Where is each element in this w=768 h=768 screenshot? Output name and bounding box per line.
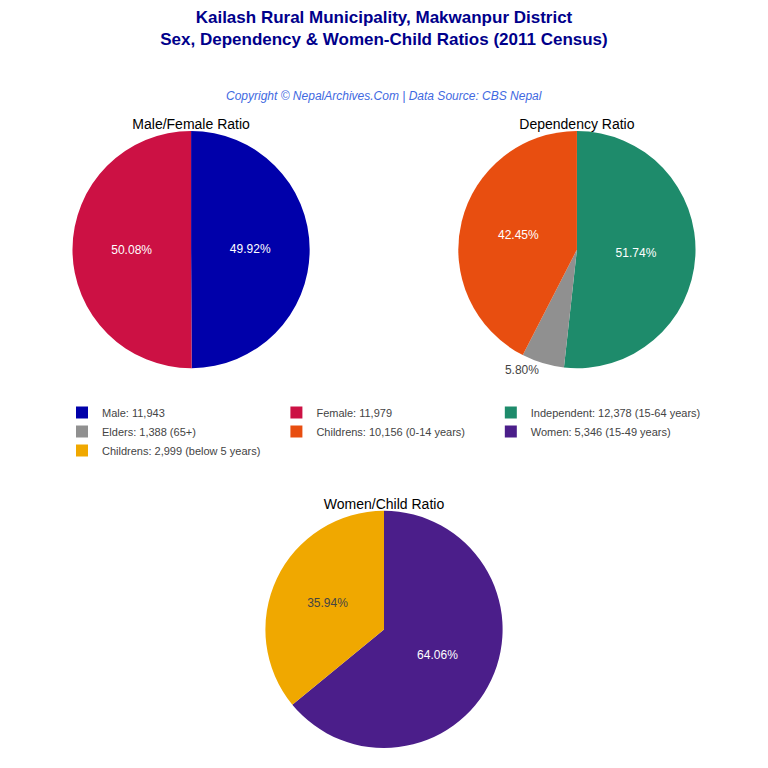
svg-text:Independent: 12,378 (15-64 yea: Independent: 12,378 (15-64 years) [531,407,700,419]
svg-text:51.74%: 51.74% [616,246,657,260]
svg-text:Elders: 1,388 (65+): Elders: 1,388 (65+) [102,426,196,438]
svg-text:Kailash Rural Municipality, Ma: Kailash Rural Municipality, Makwanpur Di… [160,8,607,49]
svg-text:Male: 11,943: Male: 11,943 [102,407,165,419]
svg-text:Female: 11,979: Female: 11,979 [316,407,392,419]
svg-text:5.80%: 5.80% [505,363,539,377]
svg-text:50.08%: 50.08% [111,243,152,257]
svg-text:Male/Female Ratio: Male/Female Ratio [132,116,250,132]
svg-text:Copyright © NepalArchives.Com: Copyright © NepalArchives.Com | Data Sou… [226,89,542,103]
svg-text:35.94%: 35.94% [307,596,348,610]
svg-text:Women/Child Ratio: Women/Child Ratio [324,496,445,512]
svg-text:Women: 5,346 (15-49 years): Women: 5,346 (15-49 years) [531,426,671,438]
svg-text:Childrens: 2,999 (below 5 year: Childrens: 2,999 (below 5 years) [102,445,260,457]
svg-text:Dependency Ratio: Dependency Ratio [519,116,634,132]
svg-text:49.92%: 49.92% [230,242,271,256]
svg-text:Childrens: 10,156 (0-14 years): Childrens: 10,156 (0-14 years) [316,426,465,438]
svg-text:42.45%: 42.45% [498,228,539,242]
svg-text:64.06%: 64.06% [417,648,458,662]
